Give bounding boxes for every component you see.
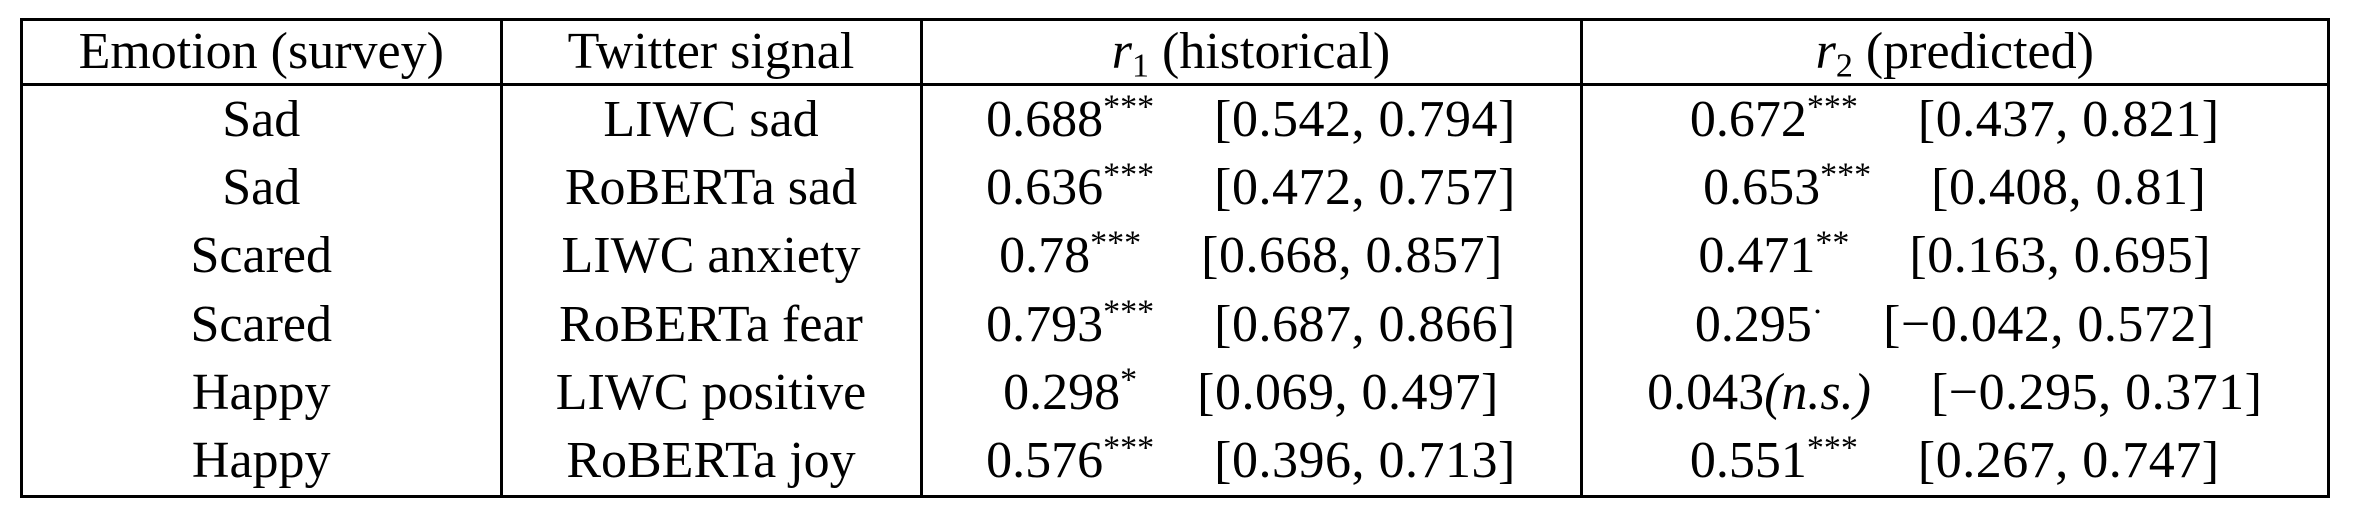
header-r1-label: (historical) bbox=[1162, 23, 1391, 80]
r2-value: 0.471** bbox=[1698, 224, 1850, 285]
cell-signal: RoBERTa sad bbox=[501, 154, 923, 223]
cell-emotion: Sad bbox=[23, 154, 503, 223]
cell-r1: 0.793*** [0.687, 0.866] bbox=[921, 290, 1583, 359]
r1-value: 0.688*** bbox=[986, 88, 1155, 149]
cell-signal: RoBERTa joy bbox=[501, 426, 923, 495]
cell-r2: 0.043(n.s.) [−0.295, 0.371] bbox=[1581, 359, 2327, 427]
r1-value: 0.793*** bbox=[986, 292, 1155, 353]
cell-emotion: Sad bbox=[23, 84, 503, 155]
r2-confidence-interval: [−0.295, 0.371] bbox=[1930, 363, 2263, 421]
cell-r2: 0.672*** [0.437, 0.821] bbox=[1581, 85, 2327, 155]
table-row: Scared RoBERTa fear 0.793*** [0.687, 0.8… bbox=[23, 290, 2327, 359]
r1-confidence-interval: [0.668, 0.857] bbox=[1201, 227, 1503, 285]
header-r2-symbol: r2 bbox=[1815, 23, 1853, 85]
r2-value: 0.672*** bbox=[1689, 88, 1858, 149]
r1-value: 0.636*** bbox=[986, 156, 1155, 217]
correlation-table: Emotion (survey) Twitter signal r1 (hist… bbox=[23, 21, 2327, 495]
table-body: Sad LIWC sad 0.688*** [0.542, 0.794] 0.6… bbox=[23, 84, 2327, 495]
header-signal: Twitter signal bbox=[501, 21, 923, 86]
header-r2: r2 (predicted) bbox=[1581, 21, 2327, 86]
cell-r1: 0.78*** [0.668, 0.857] bbox=[921, 222, 1583, 291]
r1-confidence-interval: [0.472, 0.757] bbox=[1214, 159, 1516, 217]
r2-confidence-interval: [−0.042, 0.572] bbox=[1883, 295, 2215, 353]
r2-significance: · bbox=[1811, 292, 1824, 330]
table-row: Happy LIWC positive 0.298* [0.069, 0.497… bbox=[23, 358, 2327, 427]
r1-confidence-interval: [0.542, 0.794] bbox=[1214, 91, 1516, 149]
r2-confidence-interval: [0.267, 0.747] bbox=[1917, 431, 2220, 489]
r1-significance: *** bbox=[1103, 156, 1155, 194]
r2-confidence-interval: [0.437, 0.821] bbox=[1917, 91, 2220, 149]
table-row: Sad LIWC sad 0.688*** [0.542, 0.794] 0.6… bbox=[23, 84, 2327, 155]
table-row: Scared LIWC anxiety 0.78*** [0.668, 0.85… bbox=[23, 222, 2327, 291]
cell-emotion: Happy bbox=[23, 358, 503, 427]
cell-r1: 0.576*** [0.396, 0.713] bbox=[921, 426, 1583, 495]
cell-emotion: Scared bbox=[23, 222, 503, 291]
r2-value: 0.043(n.s.) bbox=[1647, 363, 1871, 421]
cell-r2: 0.471** [0.163, 0.695] bbox=[1581, 222, 2327, 290]
r2-confidence-interval: [0.408, 0.81] bbox=[1931, 159, 2207, 217]
r1-significance: *** bbox=[1103, 88, 1155, 126]
cell-r2: 0.551*** [0.267, 0.747] bbox=[1581, 427, 2327, 495]
r1-significance: *** bbox=[1103, 429, 1155, 467]
r2-not-significant: (n.s.) bbox=[1764, 363, 1871, 421]
table-row: Happy RoBERTa joy 0.576*** [0.396, 0.713… bbox=[23, 426, 2327, 495]
cell-r1: 0.298* [0.069, 0.497] bbox=[921, 358, 1583, 427]
r2-value: 0.551*** bbox=[1689, 429, 1858, 489]
header-r2-label: (predicted) bbox=[1865, 23, 2094, 80]
cell-r2: 0.653*** [0.408, 0.81] bbox=[1581, 154, 2327, 222]
cell-r2: 0.295· [−0.042, 0.572] bbox=[1581, 290, 2327, 358]
table-row: Sad RoBERTa sad 0.636*** [0.472, 0.757] … bbox=[23, 154, 2327, 223]
r1-significance: *** bbox=[1103, 292, 1155, 330]
r2-significance: ** bbox=[1815, 224, 1850, 262]
r1-value: 0.298* bbox=[1003, 361, 1138, 421]
cell-r1: 0.636*** [0.472, 0.757] bbox=[921, 154, 1583, 223]
r1-significance: * bbox=[1120, 361, 1138, 399]
header-r1: r1 (historical) bbox=[921, 21, 1583, 86]
r2-confidence-interval: [0.163, 0.695] bbox=[1909, 227, 2212, 285]
header-row: Emotion (survey) Twitter signal r1 (hist… bbox=[23, 21, 2327, 86]
cell-signal: RoBERTa fear bbox=[501, 290, 923, 359]
r2-significance: *** bbox=[1806, 88, 1858, 126]
r2-value: 0.295· bbox=[1694, 292, 1824, 353]
r2-significance: *** bbox=[1820, 156, 1872, 194]
r1-value: 0.576*** bbox=[986, 429, 1155, 489]
header-emotion: Emotion (survey) bbox=[23, 21, 503, 86]
cell-signal: LIWC positive bbox=[501, 358, 923, 427]
r1-confidence-interval: [0.687, 0.866] bbox=[1214, 295, 1516, 353]
results-table-frame: Emotion (survey) Twitter signal r1 (hist… bbox=[20, 18, 2330, 498]
cell-signal: LIWC sad bbox=[501, 84, 923, 155]
r1-confidence-interval: [0.069, 0.497] bbox=[1197, 363, 1499, 421]
cell-signal: LIWC anxiety bbox=[501, 222, 923, 291]
r1-significance: *** bbox=[1090, 224, 1142, 262]
r2-value: 0.653*** bbox=[1703, 156, 1872, 217]
r1-confidence-interval: [0.396, 0.713] bbox=[1214, 431, 1516, 489]
cell-r1: 0.688*** [0.542, 0.794] bbox=[921, 84, 1583, 155]
cell-emotion: Happy bbox=[23, 426, 503, 495]
r2-significance: *** bbox=[1806, 429, 1858, 467]
cell-emotion: Scared bbox=[23, 290, 503, 359]
header-r1-symbol: r1 bbox=[1111, 23, 1150, 85]
r1-value: 0.78*** bbox=[999, 224, 1142, 285]
